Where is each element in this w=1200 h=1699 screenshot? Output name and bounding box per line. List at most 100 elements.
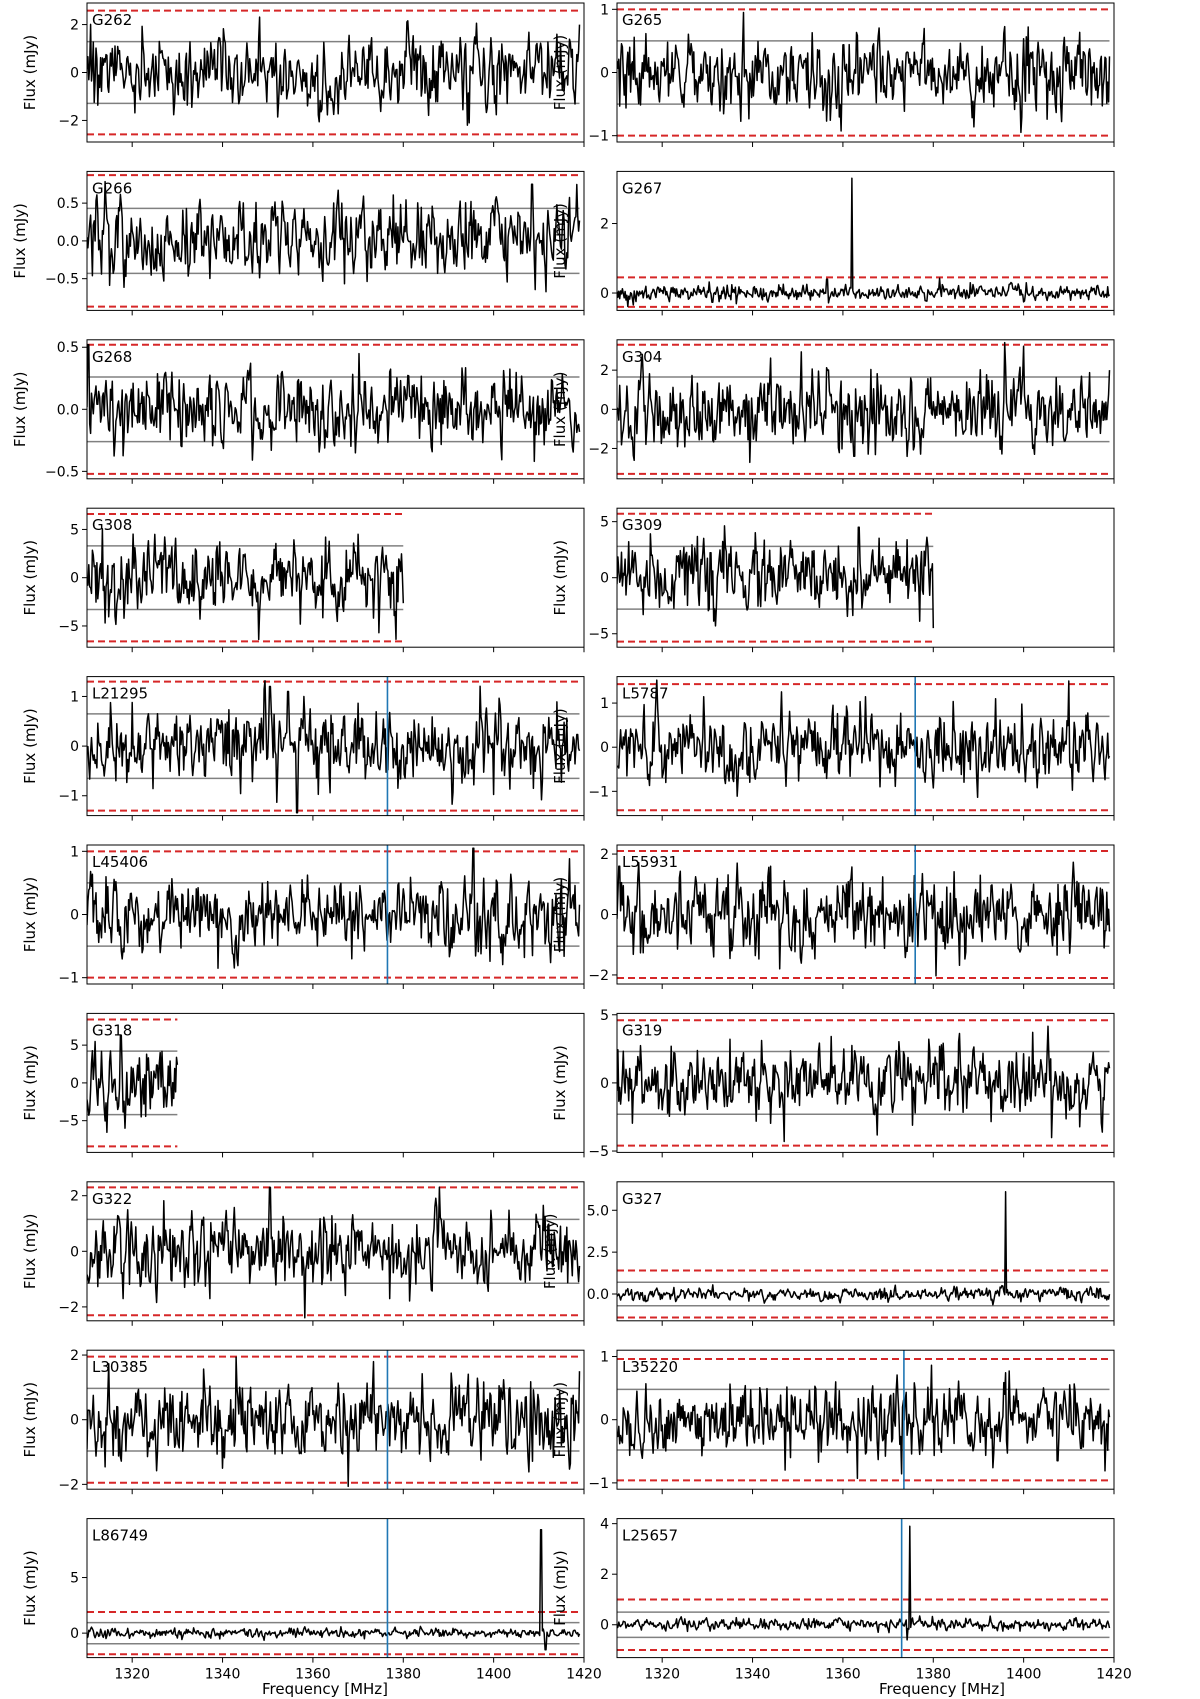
panel-frame xyxy=(616,1518,1115,1659)
y-tick-label: 0 xyxy=(70,1244,79,1260)
y-axis-label: Flux (mJy) xyxy=(21,1382,39,1458)
x-tick-label: 1320 xyxy=(114,1667,150,1683)
spectrum-panel: −5 0 5 Flux (mJy) G318 xyxy=(21,1012,585,1158)
spectrum-panel: 0.0 2.5 5.0 Flux (mJy) G327 xyxy=(541,1181,1115,1326)
spectrum-line xyxy=(87,16,581,126)
y-axis-label: Flux (mJy) xyxy=(21,1550,39,1626)
panel-label: G319 xyxy=(622,1021,662,1039)
x-tick-label: 1380 xyxy=(915,1667,951,1683)
spectrum-line xyxy=(87,180,581,293)
y-tick-label: 5 xyxy=(70,522,79,538)
y-tick-label: 0 xyxy=(600,571,609,587)
spectrum-line xyxy=(87,1528,581,1651)
panel-frame xyxy=(616,507,1115,648)
spectrum-line xyxy=(617,679,1111,799)
y-tick-label: 0 xyxy=(70,66,79,82)
spectrum-line xyxy=(617,341,1111,464)
y-tick-label: 0 xyxy=(70,1413,79,1429)
y-tick-label: 0.5 xyxy=(57,340,79,356)
y-axis-label: Flux (mJy) xyxy=(21,35,39,111)
spectrum-line xyxy=(617,525,935,629)
y-tick-label: 0.5 xyxy=(57,196,79,212)
spectrum-line xyxy=(87,344,581,463)
spectrum-panel: −1 0 1 Flux (mJy) L21295 xyxy=(21,676,585,821)
x-tick-label: 1360 xyxy=(825,1667,861,1683)
spectrum-line xyxy=(87,1034,179,1134)
y-axis-label: Flux (mJy) xyxy=(21,877,39,953)
panel-frame xyxy=(616,170,1115,311)
y-tick-label: −1 xyxy=(588,1476,609,1492)
spectrum-panel: −5 0 5 Flux (mJy) G308 xyxy=(21,507,585,653)
panel-label: G304 xyxy=(622,348,662,366)
spectrum-panel: −1 0 1 Flux (mJy) G265 xyxy=(551,2,1115,147)
x-tick-label: 1380 xyxy=(385,1667,421,1683)
y-tick-label: 2 xyxy=(600,363,609,379)
panel-label: G327 xyxy=(622,1190,662,1208)
y-axis-label: Flux (mJy) xyxy=(21,1214,39,1290)
y-tick-label: 0 xyxy=(600,1618,609,1634)
spectrum-panel: −5 0 5 Flux (mJy) G319 xyxy=(551,1008,1115,1160)
y-tick-label: −5 xyxy=(588,627,609,643)
spectrum-line xyxy=(617,861,1111,977)
spectrum-panel: −2 0 2 Flux (mJy) L30385 xyxy=(21,1348,585,1495)
x-tick-label: 1360 xyxy=(295,1667,331,1683)
y-tick-label: 0 xyxy=(70,1626,79,1642)
y-tick-label: −5 xyxy=(58,1114,79,1130)
spectrum-line xyxy=(617,1025,1111,1143)
y-tick-label: 2 xyxy=(70,18,79,34)
x-tick-label: 1400 xyxy=(476,1667,512,1683)
y-tick-label: −1 xyxy=(58,789,79,805)
y-tick-label: 5 xyxy=(600,515,609,531)
y-tick-label: 0 xyxy=(70,739,79,755)
spectrum-line xyxy=(87,1186,581,1319)
x-tick-label: 1340 xyxy=(735,1667,771,1683)
y-tick-label: 0 xyxy=(70,908,79,924)
y-tick-label: 4 xyxy=(600,1517,609,1533)
x-tick-label: 1340 xyxy=(205,1667,241,1683)
y-tick-label: 2 xyxy=(70,1348,79,1364)
y-axis-label: Flux (mJy) xyxy=(551,708,569,784)
y-axis-label: Flux (mJy) xyxy=(551,540,569,616)
y-tick-label: 2.5 xyxy=(587,1245,609,1261)
y-tick-label: 0 xyxy=(70,571,79,587)
y-axis-label: Flux (mJy) xyxy=(551,877,569,953)
spectrum-line xyxy=(87,847,581,969)
panel-frame xyxy=(86,2,585,143)
spectrum-panel: −0.5 0.0 0.5 Flux (mJy) G268 xyxy=(11,339,585,484)
y-tick-label: 2 xyxy=(600,1567,609,1583)
y-axis-label: Flux (mJy) xyxy=(551,1382,569,1458)
spectrum-panel: 1320 1340 1360 1380 1400 1420 0 2 4 Flux (mJy) L25… xyxy=(551,1517,1132,1683)
panel-frame xyxy=(616,676,1115,817)
y-tick-label: −5 xyxy=(58,619,79,635)
panel-label: L35220 xyxy=(622,1358,678,1376)
y-tick-label: 0 xyxy=(600,402,609,418)
spectrum-panel: −2 0 2 Flux (mJy) L55931 xyxy=(551,844,1115,989)
spectrum-line xyxy=(617,1364,1111,1480)
panel-label: L45406 xyxy=(92,853,148,871)
y-tick-label: 0 xyxy=(70,1076,79,1092)
y-axis-label: Flux (mJy) xyxy=(21,540,39,616)
y-tick-label: 1 xyxy=(600,696,609,712)
y-axis-label: Flux (mJy) xyxy=(551,1045,569,1121)
y-tick-label: 0 xyxy=(600,1413,609,1429)
spectrum-panel: 0 2 Flux (mJy) G267 xyxy=(551,170,1115,316)
y-tick-label: 5 xyxy=(70,1571,79,1587)
y-tick-label: 2 xyxy=(70,1189,79,1205)
spectrum-panel: −0.5 0.0 0.5 Flux (mJy) G266 xyxy=(11,170,585,316)
y-tick-label: 2 xyxy=(600,217,609,233)
y-tick-label: 1 xyxy=(70,689,79,705)
y-axis-label: Flux (mJy) xyxy=(11,372,29,448)
y-tick-label: −2 xyxy=(588,968,609,984)
panel-label: G268 xyxy=(92,348,132,366)
x-tick-label: 1420 xyxy=(566,1667,602,1683)
y-tick-label: 0.0 xyxy=(57,402,79,418)
y-axis-label: Flux (mJy) xyxy=(551,1550,569,1626)
spectrum-line xyxy=(87,527,405,641)
panel-label: G267 xyxy=(622,179,662,197)
x-tick-label: 1420 xyxy=(1096,1667,1132,1683)
y-axis-label: Flux (mJy) xyxy=(541,1214,559,1290)
y-tick-label: −2 xyxy=(58,1300,79,1316)
y-axis-label: Flux (mJy) xyxy=(21,1045,39,1121)
x-axis-label-left: Frequency [MHz] xyxy=(262,1680,388,1698)
y-tick-label: 0 xyxy=(600,66,609,82)
